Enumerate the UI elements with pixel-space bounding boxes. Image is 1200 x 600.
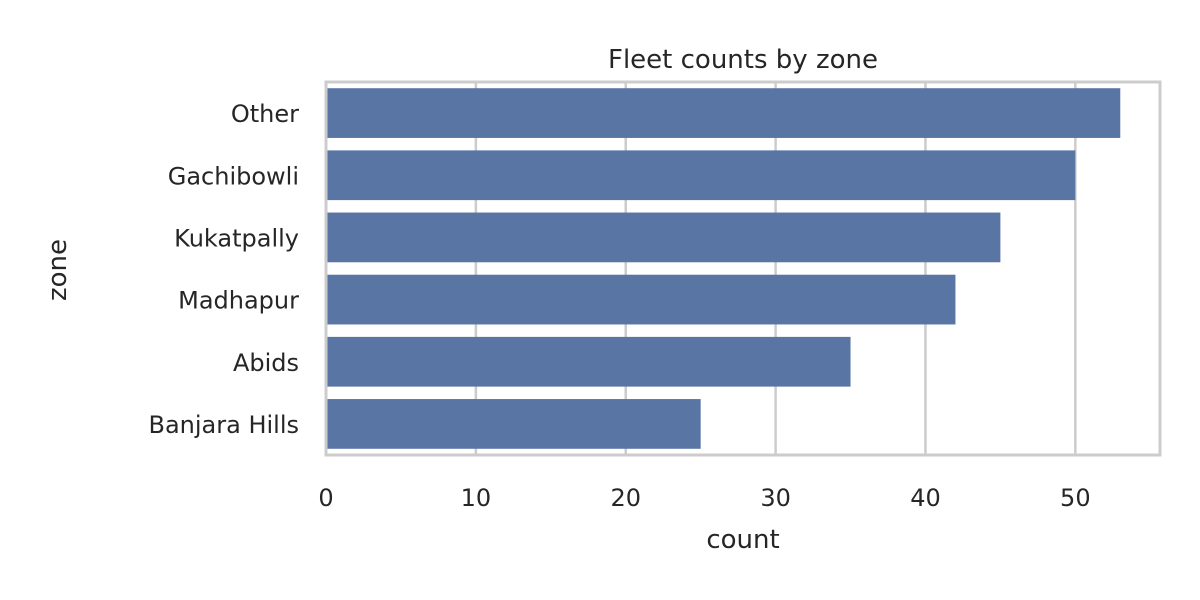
- x-axis-label: count: [706, 525, 779, 555]
- y-tick-labels: Other Gachibowli Kukatpally Madhapur Abids Ba…: [148, 100, 299, 439]
- x-tick-label: 40: [910, 484, 941, 512]
- bar-kukatpally: [326, 212, 1001, 263]
- y-tick-label: Other: [231, 100, 299, 128]
- y-tick-label: Kukatpally: [174, 224, 299, 252]
- y-tick-label: Banjara Hills: [148, 411, 299, 439]
- y-axis-label: zone: [43, 239, 73, 301]
- y-tick-label: Abids: [233, 349, 299, 377]
- bar-banjara-hills: [326, 399, 701, 449]
- bar-other: [326, 88, 1121, 138]
- plot-frame: [324, 80, 1162, 457]
- x-tick-label: 0: [318, 484, 333, 512]
- x-tick-labels: 0 10 20 30 40 50: [318, 484, 1090, 512]
- x-tick-label: 30: [760, 484, 791, 512]
- x-tick-label: 50: [1060, 484, 1091, 512]
- bar-abids: [326, 336, 851, 387]
- x-tick-label: 10: [461, 484, 492, 512]
- bars: [326, 88, 1121, 449]
- bar-gachibowli: [326, 150, 1076, 201]
- x-tick-label: 20: [610, 484, 641, 512]
- bar-madhapur: [326, 274, 956, 325]
- chart-title: Fleet counts by zone: [608, 45, 878, 75]
- y-tick-label: Madhapur: [178, 287, 299, 315]
- y-tick-label: Gachibowli: [168, 162, 299, 190]
